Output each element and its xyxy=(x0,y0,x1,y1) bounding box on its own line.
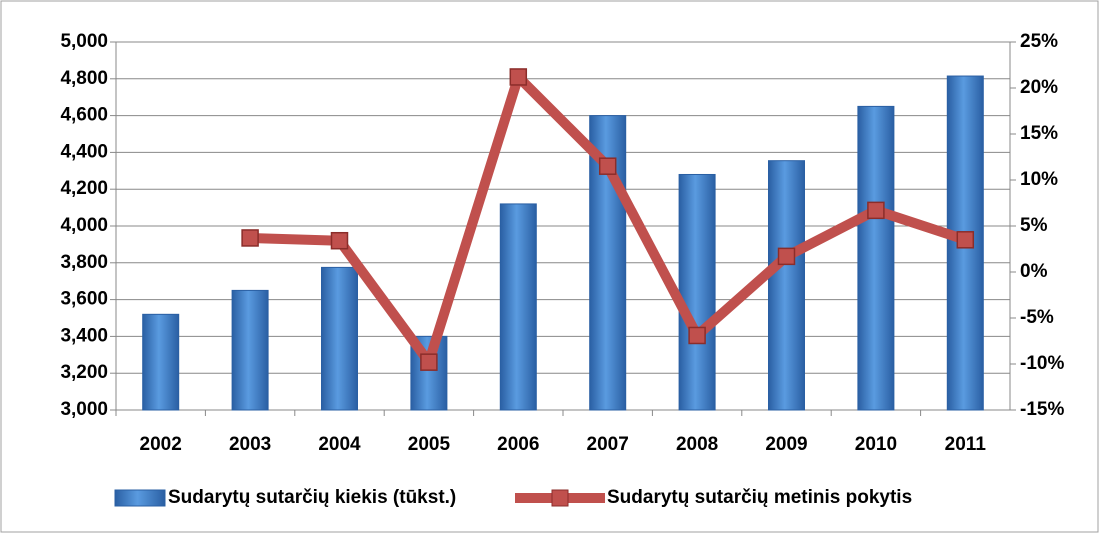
bar xyxy=(768,160,805,411)
marker xyxy=(956,231,975,249)
y2-tick-label: -5% xyxy=(1020,307,1054,328)
marker xyxy=(241,229,259,247)
x-tick-label: 2003 xyxy=(229,434,271,455)
x-tick-label: 2009 xyxy=(765,434,807,455)
x-tick-label: 2006 xyxy=(497,434,539,455)
y2-tick-label: 10% xyxy=(1020,169,1058,190)
x-tick-label: 2008 xyxy=(676,434,718,455)
bar xyxy=(231,289,269,411)
bar xyxy=(142,313,180,411)
marker xyxy=(420,353,438,371)
y-tick-label: 5,000 xyxy=(60,31,108,52)
x-tick-label: 2007 xyxy=(587,434,629,455)
bar xyxy=(857,105,895,411)
y-tick-label: 3,600 xyxy=(60,289,108,310)
y-tick-label: 4,000 xyxy=(60,215,108,236)
marker xyxy=(598,157,617,175)
y-tick-label: 4,600 xyxy=(60,105,108,126)
y2-tick-label: 25% xyxy=(1020,31,1058,52)
legend-swatch xyxy=(114,489,166,507)
marker xyxy=(777,247,796,266)
x-tick-label: 2004 xyxy=(318,434,361,455)
y-tick-label: 3,000 xyxy=(60,399,108,420)
y-tick-label: 3,400 xyxy=(60,325,108,346)
y2-tick-label: 15% xyxy=(1020,123,1058,144)
y2-tick-label: 20% xyxy=(1020,77,1058,98)
y2-tick-label: -10% xyxy=(1020,353,1064,374)
legend-label: Sudarytų sutarčių metinis pokytis xyxy=(607,487,912,508)
legend-marker xyxy=(551,489,569,507)
x-tick-label: 2005 xyxy=(408,434,451,455)
marker xyxy=(330,231,349,250)
bar xyxy=(499,203,537,411)
y-tick-label: 3,200 xyxy=(60,362,108,383)
y-tick-label: 3,800 xyxy=(60,252,108,273)
x-tick-label: 2002 xyxy=(140,434,182,455)
y2-tick-label: -15% xyxy=(1020,399,1064,420)
bar xyxy=(321,266,358,411)
y2-tick-label: 5% xyxy=(1020,215,1048,236)
marker xyxy=(509,68,528,86)
y-tick-label: 4,800 xyxy=(60,68,108,89)
marker xyxy=(867,201,885,220)
y2-tick-label: 0% xyxy=(1020,261,1048,282)
x-tick-label: 2011 xyxy=(945,434,987,455)
marker xyxy=(688,326,706,345)
y-tick-label: 4,200 xyxy=(60,178,108,199)
legend-label: Sudarytų sutarčių kiekis (tūkst.) xyxy=(168,487,456,508)
bar xyxy=(678,173,716,411)
x-tick-label: 2010 xyxy=(855,434,897,455)
y-tick-label: 4,400 xyxy=(60,141,108,162)
